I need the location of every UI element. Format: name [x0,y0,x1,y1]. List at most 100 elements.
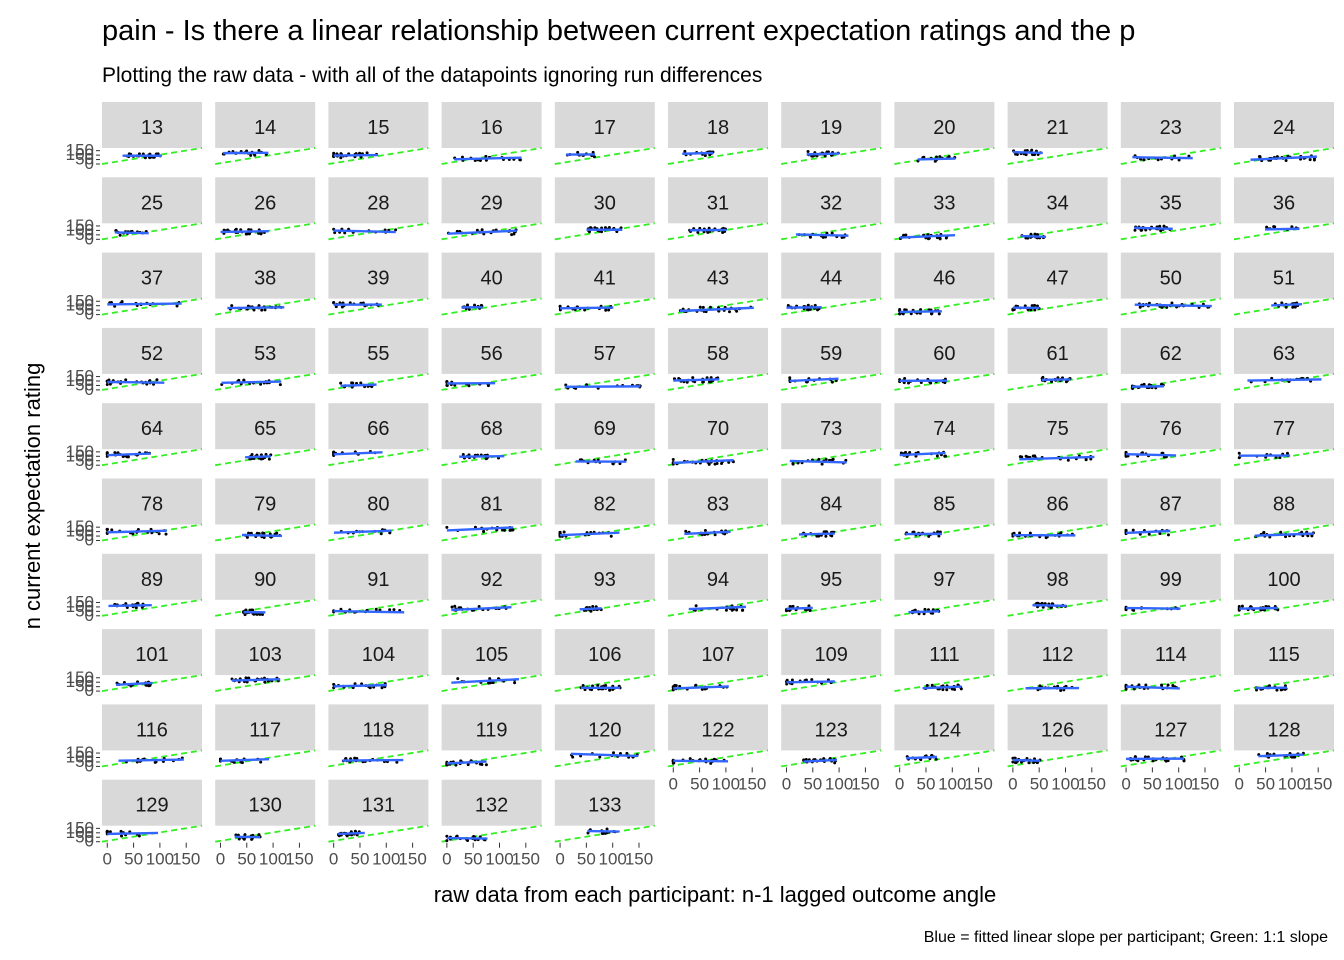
data-point [933,159,937,163]
fit-line [579,607,602,611]
data-point [467,384,471,388]
y-tick-label: 50 [75,526,94,545]
data-point [938,155,942,159]
data-point [694,683,698,687]
facet-label: 109 [815,644,848,666]
facet-strip [1234,403,1334,450]
y-tick-label: 0 [85,832,94,851]
fit-line [227,306,285,310]
facet-label: 29 [480,192,502,214]
data-point [581,683,585,687]
x-tick-label: 0 [1008,774,1017,793]
data-point [587,230,591,234]
y-tick-label: 50 [75,451,94,470]
identity-line [1007,147,1108,165]
identity-line [1233,523,1335,542]
data-point [1308,158,1312,162]
data-point [1258,155,1262,159]
facet-strip [781,102,882,148]
facet-strip [1007,327,1108,374]
data-point [591,605,595,609]
data-point [453,604,457,608]
data-point [486,681,490,685]
facet-label: 88 [1273,494,1295,516]
data-point [898,308,902,312]
data-point [603,226,607,230]
facet-label: 18 [707,117,729,139]
facet-strip [1120,177,1221,224]
data-point [823,530,827,534]
data-point [721,230,725,234]
data-point [153,760,157,764]
x-axis-label: raw data from each participant: n-1 lagg… [434,882,997,907]
y-tick-label: 0 [85,681,94,700]
data-point [1165,305,1169,309]
identity-line [1233,373,1335,391]
fit-line [1020,234,1047,238]
data-point [1280,301,1284,305]
data-point [1310,534,1314,538]
fit-line [333,229,396,234]
data-point [813,303,817,307]
facet-strip [668,629,768,676]
data-point [901,312,905,316]
data-point [1237,605,1241,609]
facet-strip [328,177,429,224]
facet-strip [1120,403,1221,450]
identity-line [1233,448,1335,467]
identity-line [1233,749,1335,768]
facet-label: 37 [141,268,163,290]
data-point [927,534,931,538]
x-tick-label: 50 [1030,774,1049,793]
data-point [817,457,821,461]
y-tick-label: 150 [66,517,94,536]
data-point [683,149,687,153]
data-point [1278,456,1282,460]
data-point [944,454,948,458]
facet-label: 129 [135,795,168,817]
identity-line [215,523,316,542]
data-point [1160,683,1164,687]
data-point [707,462,711,466]
data-point [350,381,354,385]
fit-line [906,755,938,760]
facet-strip [441,779,542,826]
facet-strip [215,177,316,224]
data-point [388,531,392,535]
data-point [728,310,732,314]
y-tick-label: 50 [75,300,94,319]
facet-label: 68 [480,418,502,440]
facet-label: 62 [1160,343,1182,365]
identity-line [894,598,995,617]
identity-line [667,448,769,467]
data-point [806,150,810,154]
data-point [1170,301,1174,305]
data-point [701,305,705,309]
fit-line [908,610,940,614]
x-tick-label: 150 [285,850,313,869]
facet-label: 28 [367,192,389,214]
facet-label: 44 [820,268,842,290]
data-point [1164,759,1168,763]
data-point [830,231,834,235]
fit-line [1239,606,1278,610]
data-point [343,231,347,235]
identity-line [1007,373,1108,391]
facet-label: 103 [249,644,282,666]
identity-line [667,373,769,391]
data-point [332,450,336,454]
y-tick-label: 100 [66,748,94,767]
y-tick-label: 100 [66,371,94,390]
data-point [1050,380,1054,384]
facet-strip [1007,403,1108,450]
x-tick-label: 100 [1165,774,1193,793]
facet-label: 119 [476,719,508,741]
fit-line [220,230,269,234]
facet-label: 15 [367,117,389,139]
data-point [157,532,161,536]
facet-strip [554,553,655,600]
data-point [807,604,811,608]
facet-label: 60 [933,343,955,365]
data-point [380,686,384,690]
x-tick-label: 0 [442,850,451,869]
